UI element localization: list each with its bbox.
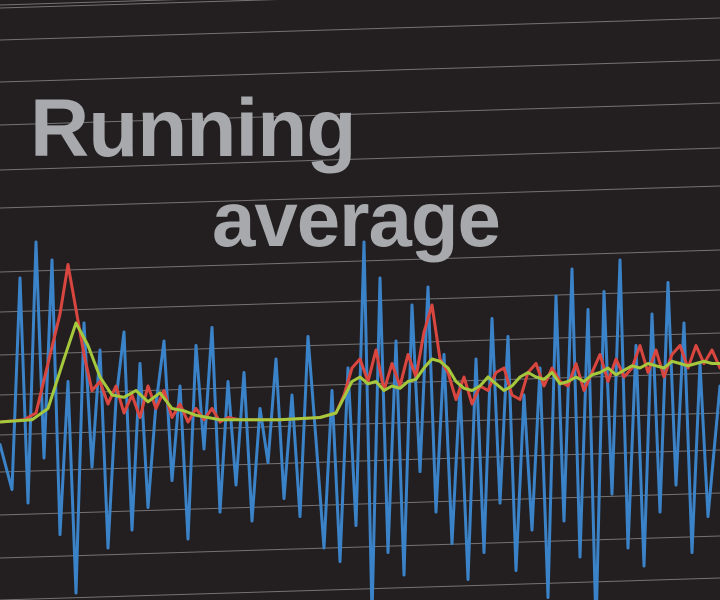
- grid-line-8: [0, 289, 720, 313]
- series-line-long-average: [0, 321, 720, 424]
- grid-line-5: [0, 147, 720, 171]
- series-group: [0, 240, 720, 600]
- grid-line-6: [0, 185, 720, 209]
- grid-line-1: [0, 0, 279, 9]
- grid-line-4: [0, 102, 720, 126]
- grid-line-15: [0, 577, 720, 600]
- series-line-short-average: [0, 263, 720, 424]
- grid-line-3: [0, 59, 720, 83]
- chart-title-line-1: Running: [30, 83, 356, 174]
- grid-line-14: [0, 535, 720, 559]
- grid-line-0: [0, 0, 181, 6]
- series-line-raw: [0, 240, 720, 600]
- chart-title-line-2: average: [212, 175, 501, 263]
- grid-line-2: [0, 17, 720, 41]
- grid-line-7: [0, 249, 720, 273]
